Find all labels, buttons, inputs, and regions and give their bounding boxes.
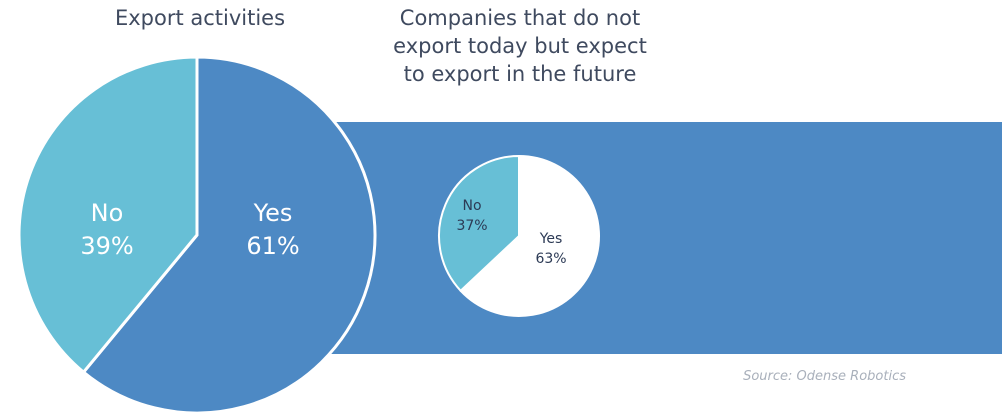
pie-label-no: No 37% — [456, 198, 487, 234]
pie-slice-yes — [82, 55, 377, 414]
chart-title-export-activities: Export activities — [114, 6, 286, 30]
pie-label-no: No 39% — [80, 199, 133, 260]
source-note: Source: Odense Robotics — [743, 369, 906, 384]
pie-slice-yes — [459, 155, 600, 317]
pie-chart-future-exporters: Yes 63% No 37% — [438, 155, 600, 317]
pie-slice-no — [17, 55, 199, 374]
connector-band — [300, 122, 1002, 354]
pie-slice-no — [438, 155, 520, 292]
chart-title-future-exporters: Companies that do not export today but e… — [393, 6, 647, 86]
pie-label-yes: Yes 61% — [246, 199, 299, 260]
pie-chart-export-activities: Yes 61% No 39% — [17, 55, 377, 414]
pie-label-yes: Yes 63% — [535, 231, 566, 267]
